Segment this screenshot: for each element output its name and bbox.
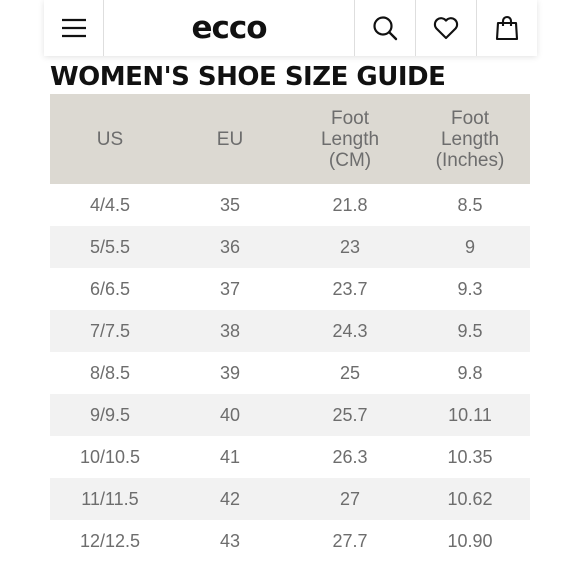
site-header: ecco — [44, 0, 537, 56]
table-cell-us: 10/10.5 — [79, 446, 141, 467]
search-button[interactable] — [355, 0, 416, 56]
wishlist-button[interactable] — [416, 0, 477, 56]
column-header-line: Length — [320, 128, 380, 150]
menu-button[interactable] — [44, 0, 104, 56]
table-cell-foot-length-inches: 10.35 — [447, 446, 493, 467]
table-cell-eu: 35 — [219, 194, 241, 215]
column-header-eu: EU — [170, 94, 290, 184]
table-cell-eu: 43 — [219, 530, 241, 551]
table-row: 10/10.5 41 26.3 10.35 — [50, 436, 530, 478]
table-cell-foot-length-inches: 9.3 — [457, 278, 483, 299]
table-row: 8/8.5 39 25 9.8 — [50, 352, 530, 394]
table-cell-foot-length-cm: 26.3 — [332, 446, 368, 467]
table-row: 5/5.5 36 23 9 — [50, 226, 530, 268]
table-cell-foot-length-inches: 10.90 — [447, 530, 493, 551]
table-row: 4/4.5 35 21.8 8.5 — [50, 184, 530, 226]
table-cell-foot-length-cm: 21.8 — [332, 194, 368, 215]
table-row: 7/7.5 38 24.3 9.5 — [50, 310, 530, 352]
bag-button[interactable] — [477, 0, 537, 56]
table-cell-foot-length-cm: 27.7 — [332, 530, 368, 551]
size-guide-table: US EU Foot Length (CM) Foot Length (Inches) 4/4… — [50, 94, 530, 562]
table-cell-foot-length-cm: 23 — [290, 226, 410, 268]
column-header-line: Foot — [450, 107, 490, 129]
table-cell-foot-length-cm: 25 — [339, 362, 361, 383]
column-header-line: (CM) — [328, 149, 372, 171]
column-header-us: US — [50, 94, 170, 184]
table-cell-foot-length-cm: 27 — [290, 478, 410, 520]
table-cell-eu: 42 — [170, 478, 290, 520]
table-cell-eu: 39 — [219, 362, 241, 383]
table-cell-foot-length-inches: 9.5 — [410, 310, 530, 352]
table-cell-foot-length-inches: 9.8 — [457, 362, 483, 383]
table-cell-us: 5/5.5 — [50, 226, 170, 268]
table-cell-foot-length-inches: 10.11 — [410, 394, 530, 436]
table-cell-foot-length-cm: 24.3 — [290, 310, 410, 352]
page-title: WOMEN'S SHOE SIZE GUIDE — [50, 62, 446, 92]
table-cell-foot-length-inches: 9 — [410, 226, 530, 268]
table-row: 9/9.5 40 25.7 10.11 — [50, 394, 530, 436]
table-cell-us: 11/11.5 — [50, 478, 170, 520]
heart-icon — [433, 17, 459, 40]
bag-icon — [495, 15, 519, 41]
table-cell-foot-length-inches: 8.5 — [457, 194, 483, 215]
table-row: 12/12.5 43 27.7 10.90 — [50, 520, 530, 562]
table-cell-us: 6/6.5 — [89, 278, 131, 299]
column-header-line: EU — [216, 128, 244, 150]
table-cell-us: 7/7.5 — [50, 310, 170, 352]
menu-icon — [61, 18, 86, 38]
brand-logo-link[interactable]: ecco — [104, 0, 355, 56]
table-row: 6/6.5 37 23.7 9.3 — [50, 268, 530, 310]
table-cell-us: 12/12.5 — [79, 530, 141, 551]
column-header-line: Foot — [330, 107, 370, 129]
table-cell-eu: 36 — [170, 226, 290, 268]
column-header-line: (Inches) — [435, 149, 505, 171]
table-cell-foot-length-cm: 23.7 — [332, 278, 368, 299]
table-row: 11/11.5 42 27 10.62 — [50, 478, 530, 520]
table-header-row: US EU Foot Length (CM) Foot Length (Inches) — [50, 94, 530, 184]
table-cell-eu: 37 — [219, 278, 241, 299]
column-header-foot-length-cm: Foot Length (CM) — [290, 94, 410, 184]
table-cell-us: 9/9.5 — [50, 394, 170, 436]
table-body: 4/4.5 35 21.8 8.5 5/5.5 36 23 9 6/6.5 37 23.7 9.3 7/… — [50, 184, 530, 562]
table-cell-eu: 40 — [170, 394, 290, 436]
brand-logo: ecco — [191, 9, 267, 46]
column-header-line: US — [96, 128, 124, 150]
table-cell-us: 8/8.5 — [89, 362, 131, 383]
column-header-line: Length — [440, 128, 500, 150]
table-cell-us: 4/4.5 — [89, 194, 131, 215]
table-cell-eu: 38 — [170, 310, 290, 352]
table-cell-foot-length-cm: 25.7 — [290, 394, 410, 436]
column-header-foot-length-inches: Foot Length (Inches) — [410, 94, 530, 184]
table-cell-eu: 41 — [219, 446, 241, 467]
search-icon — [373, 16, 398, 41]
table-cell-foot-length-inches: 10.62 — [410, 478, 530, 520]
